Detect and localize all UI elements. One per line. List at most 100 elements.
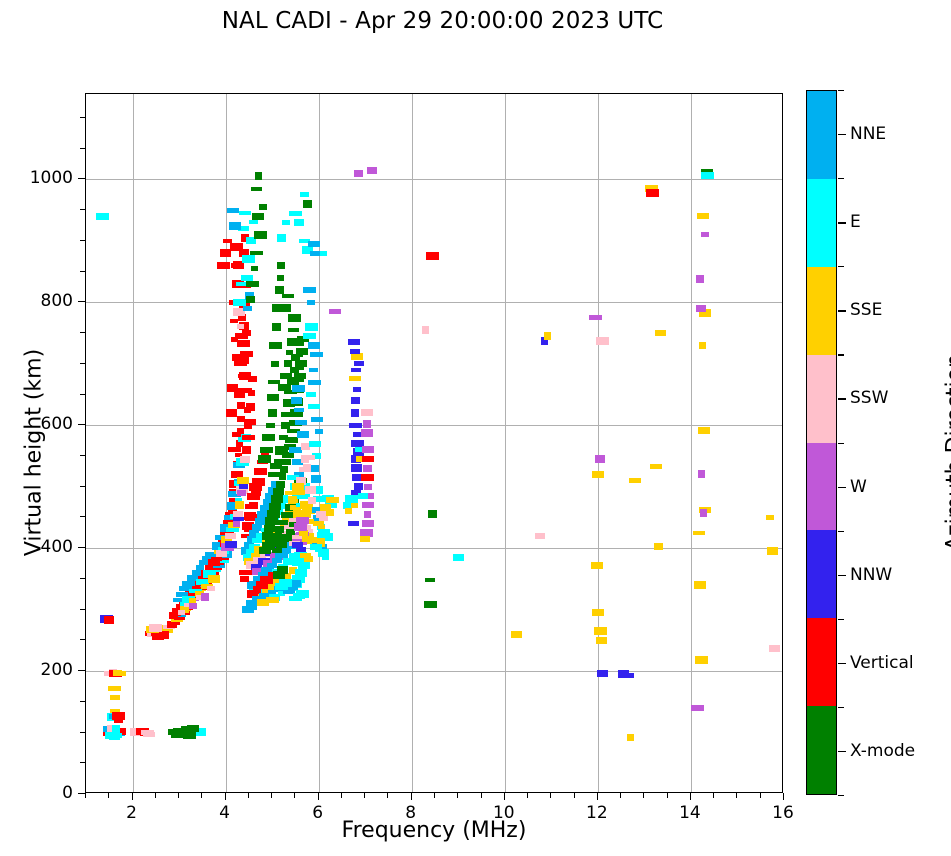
x-axis-tick (178, 793, 180, 798)
echo-point (236, 416, 246, 422)
echo-point (262, 499, 275, 507)
y-axis-tick (78, 178, 85, 180)
echo-point (245, 599, 257, 608)
gridline-horizontal (86, 302, 782, 304)
echo-point (216, 549, 228, 557)
echo-point (159, 625, 173, 634)
colorbar-tick (838, 486, 846, 488)
colorbar-label-sse: SSE (850, 300, 883, 321)
echo-point (307, 240, 321, 248)
x-axis-tick (527, 793, 529, 798)
echo-point (259, 592, 271, 600)
echo-point (363, 420, 372, 429)
echo-point (212, 541, 221, 550)
x-axis-tick-label: 8 (405, 803, 417, 823)
x-axis-tick (387, 793, 389, 798)
echo-point (303, 556, 314, 563)
x-axis-tick (480, 793, 482, 798)
x-axis-tick (294, 793, 296, 798)
echo-point (112, 712, 125, 720)
y-axis-title: Virtual height (km) (21, 348, 47, 557)
x-axis-tick-label: 16 (772, 803, 794, 823)
x-axis-tick-label: 10 (492, 803, 515, 823)
y-axis-tick (80, 577, 85, 579)
echo-point (696, 275, 705, 283)
y-axis-tick-label: 600 (40, 414, 73, 435)
echo-point (353, 169, 363, 177)
echo-point (182, 580, 196, 586)
echo-point (260, 567, 274, 574)
plot-area (85, 93, 783, 793)
echo-point (350, 490, 362, 499)
x-axis-tick (573, 793, 575, 798)
echo-point (258, 455, 271, 464)
echo-point (312, 538, 326, 544)
echo-point (294, 568, 308, 577)
echo-point (301, 246, 314, 254)
echo-point (281, 515, 295, 522)
echo-point (242, 255, 256, 264)
y-axis-tick (78, 547, 85, 549)
colorbar-boundary-tick (838, 530, 844, 532)
echo-point (697, 426, 711, 434)
echo-point (111, 724, 120, 733)
echo-point (274, 286, 284, 294)
y-axis-tick (78, 793, 85, 794)
echo-point (242, 522, 254, 530)
y-axis-tick-label: 1000 (29, 168, 73, 189)
echo-point (262, 433, 275, 442)
echo-point (246, 536, 257, 544)
y-axis-tick (80, 762, 85, 764)
echo-point (228, 490, 242, 498)
echo-point (229, 497, 239, 506)
x-axis-tick (108, 793, 110, 798)
echo-point (231, 354, 242, 362)
echo-point (268, 502, 282, 511)
echo-point (246, 237, 257, 245)
echo-point (293, 218, 305, 227)
echo-point (295, 516, 309, 525)
colorbar-label-vertical: Vertical (850, 652, 914, 673)
x-axis-tick (340, 793, 342, 798)
echo-point (227, 207, 239, 213)
echo-point (241, 274, 253, 282)
echo-point (161, 631, 169, 639)
echo-point (281, 572, 291, 581)
echo-point (265, 596, 279, 603)
echo-point (278, 519, 289, 525)
y-axis-tick-label: 400 (40, 537, 73, 558)
x-axis-tick-label: 14 (679, 803, 701, 823)
echo-point (243, 419, 256, 426)
x-axis-tick (759, 793, 761, 798)
echo-point (302, 200, 313, 208)
echo-point (277, 261, 286, 270)
echo-point (308, 367, 318, 372)
colorbar-tick (838, 750, 846, 753)
echo-point (700, 509, 708, 517)
echo-point (227, 502, 237, 511)
echo-point (769, 644, 781, 653)
echo-point (281, 293, 295, 299)
echo-point (254, 517, 266, 525)
echo-point (249, 604, 258, 611)
echo-point (243, 527, 255, 532)
echo-point (354, 483, 364, 491)
y-axis-tick (80, 270, 85, 272)
y-axis-tick (80, 332, 85, 334)
echo-point (289, 366, 300, 374)
echo-point (219, 523, 232, 532)
echo-point (241, 234, 250, 242)
echo-point (766, 547, 779, 555)
echo-point (286, 337, 297, 346)
echo-point (247, 581, 261, 589)
x-axis-tick (131, 793, 133, 800)
echo-point (232, 307, 245, 316)
echo-point (351, 464, 363, 473)
echo-point (316, 511, 326, 518)
echo-point (244, 421, 252, 429)
echo-point (245, 503, 258, 510)
echo-point (267, 379, 281, 385)
echo-point (363, 483, 373, 490)
echo-point (271, 304, 284, 313)
echo-point (187, 574, 199, 581)
